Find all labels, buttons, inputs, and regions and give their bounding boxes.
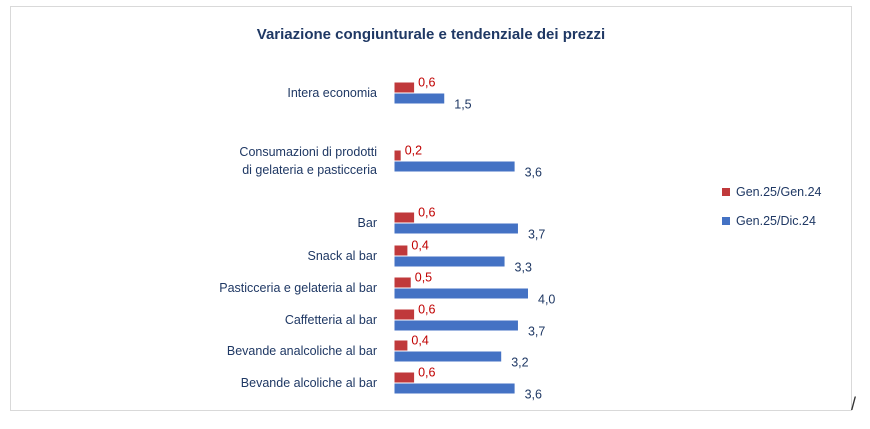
category-label-line: Pasticceria e gelateria al bar <box>219 281 377 295</box>
data-label: 0,4 <box>411 239 428 253</box>
category-label-line: Snack al bar <box>308 249 377 263</box>
bar-gen25-dic24 <box>394 383 515 394</box>
legend: Gen.25/Gen.24 Gen.25/Dic.24 <box>722 185 822 228</box>
bar-gen25-gen24 <box>394 82 415 93</box>
bar-gen25-gen24 <box>394 277 411 288</box>
bar-gen25-dic24 <box>394 93 445 104</box>
category-label: Caffetteria al bar <box>285 313 377 327</box>
category-label-line: Bar <box>358 216 377 230</box>
data-label: 4,0 <box>538 293 555 307</box>
legend-label: Gen.25/Dic.24 <box>736 214 816 228</box>
category-label-line: di gelateria e pasticceria <box>242 163 377 177</box>
bar-gen25-gen24 <box>394 372 415 383</box>
legend-swatch-gen25-gen24 <box>722 188 730 196</box>
data-label: 3,6 <box>525 388 542 402</box>
category-label: Consumazioni di prodotti di gelateria e p… <box>239 145 377 177</box>
bar-gen25-dic24 <box>394 256 505 267</box>
category-label: Snack al bar <box>308 249 377 263</box>
category-label: Bevande analcoliche al bar <box>227 344 377 358</box>
data-label: 0,6 <box>418 206 435 220</box>
bar-gen25-gen24 <box>394 309 415 320</box>
data-label: 0,5 <box>415 271 432 285</box>
category-label: Pasticceria e gelateria al bar <box>219 281 377 295</box>
data-label: 1,5 <box>454 98 471 112</box>
bar-gen25-gen24 <box>394 150 401 161</box>
chart-svg: Variazione congiunturale e tendenziale d… <box>219 26 822 402</box>
bar-gen25-dic24 <box>394 223 518 234</box>
chart-title: Variazione congiunturale e tendenziale d… <box>257 26 605 43</box>
legend-label: Gen.25/Gen.24 <box>736 185 822 199</box>
chart-frame: Variazione congiunturale e tendenziale d… <box>10 6 852 411</box>
category-label-line: Caffetteria al bar <box>285 313 377 327</box>
data-label: 0,4 <box>411 334 428 348</box>
bar-gen25-gen24 <box>394 212 415 223</box>
data-label: 0,6 <box>418 76 435 90</box>
data-label: 0,2 <box>405 144 422 158</box>
data-label: 3,3 <box>515 261 532 275</box>
data-label: 3,2 <box>511 356 528 370</box>
category-label-line: Consumazioni di prodotti <box>239 145 377 159</box>
legend-swatch-gen25-dic24 <box>722 217 730 225</box>
data-label: 3,7 <box>528 228 545 242</box>
category-label-line: Bevande alcoliche al bar <box>241 376 377 390</box>
footer-mark: / <box>851 394 857 414</box>
data-label: 0,6 <box>418 366 435 380</box>
category-label: Bevande alcoliche al bar <box>241 376 377 390</box>
bar-gen25-dic24 <box>394 320 518 331</box>
bar-gen25-dic24 <box>394 351 502 362</box>
data-label: 3,7 <box>528 325 545 339</box>
data-label: 3,6 <box>525 166 542 180</box>
category-label-line: Bevande analcoliche al bar <box>227 344 377 358</box>
category-label: Bar <box>358 216 377 230</box>
category-label-line: Intera economia <box>287 86 377 100</box>
data-label: 0,6 <box>418 303 435 317</box>
bar-gen25-gen24 <box>394 340 408 351</box>
plot-area: Intera economia 0,6 1,5 Consumazioni di pro… <box>219 67 555 402</box>
category-label: Intera economia <box>287 86 377 100</box>
bar-gen25-gen24 <box>394 245 408 256</box>
bar-gen25-dic24 <box>394 161 515 172</box>
bar-gen25-dic24 <box>394 288 528 299</box>
